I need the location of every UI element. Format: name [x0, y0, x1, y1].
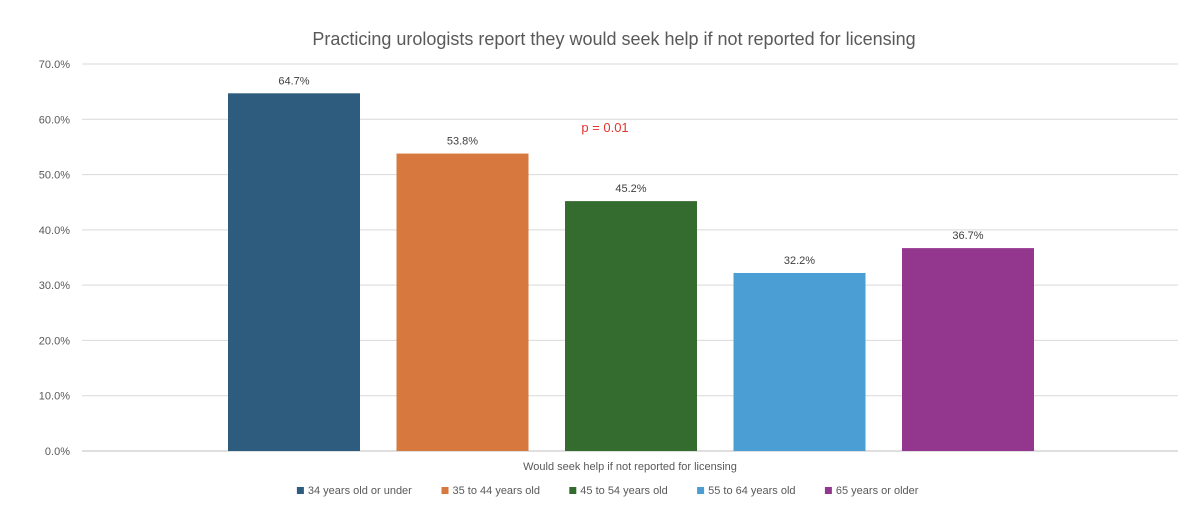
legend-swatch — [697, 487, 705, 494]
bars — [228, 93, 1034, 452]
legend-item: 35 to 44 years old — [441, 485, 540, 497]
data-label: 36.7% — [952, 230, 983, 242]
y-tick-label: 20.0% — [39, 335, 70, 347]
bar — [733, 272, 866, 451]
legend-swatch — [569, 487, 577, 494]
bar — [228, 93, 360, 452]
legend-swatch — [824, 487, 832, 494]
y-tick-label: 70.0% — [39, 59, 70, 71]
legend-swatch — [296, 487, 304, 494]
legend-item: 45 to 54 years old — [569, 485, 668, 497]
y-tick-label: 10.0% — [39, 391, 70, 403]
p-value-annotation: p = 0.01 — [581, 120, 628, 135]
legend-label: 45 to 54 years old — [580, 485, 667, 497]
legend-swatch — [441, 487, 449, 494]
y-tick-label: 60.0% — [39, 114, 70, 126]
data-label: 64.7% — [278, 75, 309, 87]
y-tick-label: 40.0% — [39, 225, 70, 237]
chart-title: Practicing urologists report they would … — [312, 29, 915, 49]
legend-label: 35 to 44 years old — [453, 485, 540, 497]
category-label: Would seek help if not reported for lice… — [523, 461, 737, 473]
bar — [902, 248, 1034, 451]
legend-label: 55 to 64 years old — [708, 485, 795, 497]
data-label: 53.8% — [447, 136, 478, 148]
legend-label: 65 years or older — [836, 485, 919, 497]
legend-item: 34 years old or under — [296, 485, 412, 497]
bar — [396, 153, 529, 451]
y-tick-label: 30.0% — [39, 280, 70, 292]
data-label: 32.2% — [784, 255, 815, 267]
y-axis-ticks: 0.0% 10.0% 20.0% 30.0% 40.0% 50.0% 60.0% 70.0% — [39, 59, 70, 458]
y-tick-label: 0.0% — [45, 446, 70, 458]
data-labels: 64.7% 53.8% 45.2% 32.2% 36.7% — [278, 75, 983, 267]
legend: 34 years old or under 35 to 44 years old 4… — [296, 485, 919, 497]
legend-label: 34 years old or under — [308, 485, 412, 497]
y-tick-label: 50.0% — [39, 170, 70, 182]
data-label: 45.2% — [615, 183, 646, 195]
legend-item: 65 years or older — [824, 485, 919, 497]
bar — [565, 201, 697, 451]
legend-item: 55 to 64 years old — [697, 485, 796, 497]
